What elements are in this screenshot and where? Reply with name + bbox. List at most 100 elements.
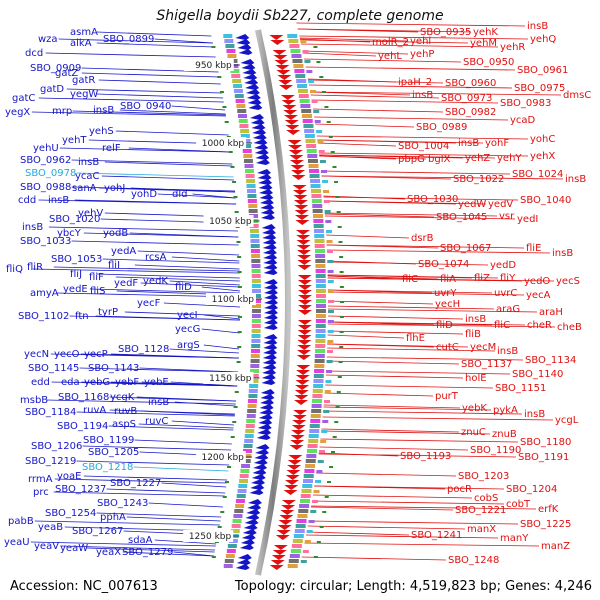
gene-label: gatD [40, 84, 64, 95]
gene-label: yehR [500, 42, 525, 53]
connector-line [95, 315, 240, 321]
feature-box [233, 84, 243, 88]
feature-box [311, 409, 322, 413]
connector-line [82, 445, 232, 451]
tick-mark [232, 421, 237, 423]
reverse-gene-arrow [287, 465, 302, 470]
tick-mark [217, 76, 222, 78]
connector-line [46, 399, 236, 405]
reverse-gene-arrow [280, 510, 295, 515]
connector-line [318, 152, 529, 157]
feature-box [314, 234, 325, 238]
feature-box [326, 370, 333, 373]
scale-label-bg [203, 372, 254, 384]
reverse-gene-arrow [272, 50, 287, 55]
tick-mark [228, 151, 233, 153]
feature-box [326, 240, 333, 243]
reverse-gene-arrow [286, 130, 301, 135]
reverse-gene-arrow [273, 55, 288, 60]
gene-label: fliZ [474, 273, 490, 284]
reverse-gene-arrow [269, 35, 284, 40]
connector-line [323, 196, 519, 201]
connector-line [302, 52, 377, 57]
reverse-gene-arrow [293, 200, 308, 205]
reverse-gene-arrow [290, 435, 305, 440]
scale-label-bg [183, 59, 234, 71]
connector-line [81, 72, 220, 78]
tick-mark [339, 316, 344, 318]
gene-label: SBO_1191 [518, 452, 569, 463]
feature-box [309, 429, 320, 433]
forward-gene-arrow [263, 324, 278, 330]
connector-line [326, 249, 551, 254]
gene-label: asmA [70, 27, 98, 38]
gene-label: fliQ [6, 264, 23, 275]
tick-mark [335, 406, 340, 408]
feature-box [298, 94, 309, 98]
forward-gene-arrow [242, 69, 257, 75]
feature-box [327, 310, 334, 313]
tick-mark [230, 166, 235, 168]
connector-line [96, 273, 240, 279]
gene-label: purT [435, 391, 459, 402]
gene-label: SBO_1199 [83, 435, 134, 446]
scale-label-bg [206, 293, 256, 305]
connector-line [321, 430, 491, 435]
gene-label: manZ [541, 541, 570, 552]
feature-box [249, 384, 259, 388]
feature-box [243, 159, 253, 163]
gene-label: alkA [70, 38, 92, 49]
connector-line [299, 35, 529, 40]
feature-box [308, 520, 315, 523]
feature-box [306, 144, 317, 148]
feature-box [315, 294, 326, 298]
feature-box [251, 294, 261, 298]
gene-label: SBO_1020 [49, 214, 100, 225]
gene-label: SBO_1221 [455, 505, 506, 516]
feature-box [327, 300, 334, 303]
feature-box [311, 404, 322, 408]
feature-box [315, 329, 326, 333]
feature-box [306, 454, 317, 458]
forward-gene-arrow [262, 364, 277, 370]
feature-box [238, 484, 248, 488]
gene-label: gatR [72, 75, 95, 86]
forward-gene-arrow [257, 174, 272, 180]
feature-box [319, 160, 326, 163]
feature-box [312, 399, 323, 403]
connector-line [157, 193, 236, 199]
connector-line [163, 302, 241, 308]
gene-label: SBO_0899 [103, 34, 154, 45]
tick-mark [330, 151, 335, 153]
connector-line [173, 551, 214, 557]
feature-box [225, 44, 235, 48]
feature-box [243, 444, 253, 448]
feature-box [249, 374, 259, 378]
reverse-gene-arrow [294, 210, 309, 215]
forward-gene-arrow [263, 334, 278, 340]
feature-box [251, 344, 261, 348]
feature-box [313, 214, 324, 218]
feature-box [237, 114, 247, 118]
reverse-gene-arrow [294, 395, 309, 400]
feature-box [292, 59, 303, 63]
feature-box [240, 469, 250, 473]
connector-line [314, 485, 505, 490]
tick-mark [234, 211, 239, 213]
gene-label: SBO_1227 [110, 478, 161, 489]
connector-line [106, 488, 226, 494]
connector-line [115, 130, 229, 136]
tick-mark [337, 226, 342, 228]
gene-label: yedA [111, 246, 136, 257]
forward-gene-arrow [254, 449, 269, 455]
reverse-gene-arrow [295, 385, 310, 390]
gene-label: yedE [63, 284, 88, 295]
connector-line [137, 250, 240, 256]
connector-line [192, 193, 236, 199]
connector-line [323, 404, 461, 409]
connector-line [307, 525, 466, 530]
feature-box [297, 514, 308, 518]
forward-gene-arrow [240, 59, 255, 65]
forward-gene-arrow [237, 44, 252, 50]
feature-box [291, 544, 302, 548]
